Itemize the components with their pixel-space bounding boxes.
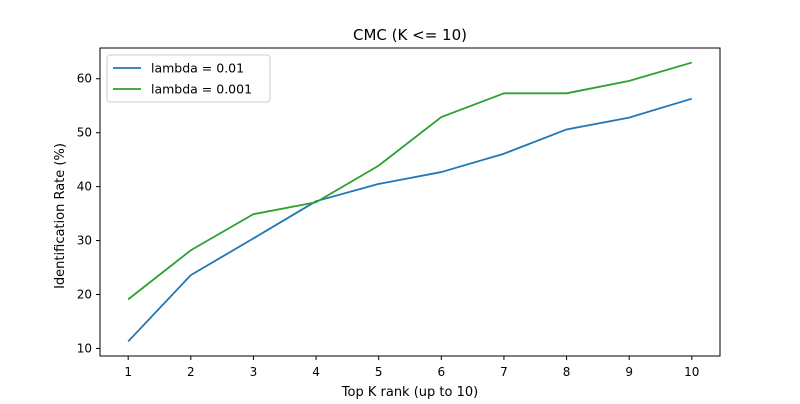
x-tick-label: 3: [250, 365, 258, 379]
x-tick-label: 5: [375, 365, 383, 379]
axes-frame: [99, 47, 721, 357]
x-tick-label: 6: [437, 365, 445, 379]
y-axis-label: Identification Rate (%): [53, 143, 68, 289]
chart-title: CMC (K <= 10): [353, 26, 467, 44]
x-tick-label: 9: [625, 365, 633, 379]
legend-label-2: lambda = 0.001: [151, 82, 252, 97]
x-tick-label: 1: [124, 365, 132, 379]
legend: lambda = 0.01 lambda = 0.001: [106, 54, 271, 103]
series-line-1: [127, 97, 693, 343]
legend-label-1: lambda = 0.01: [151, 61, 244, 76]
x-tick-label: 2: [187, 365, 195, 379]
y-tick-label: 30: [77, 234, 92, 248]
y-tick-label: 60: [77, 72, 92, 86]
plot-area: 1 2 3 4 5 6 7 8 9 10 10 20 30 40 50 60: [77, 47, 721, 379]
series-line-2: [127, 61, 693, 301]
x-tick-label: 4: [312, 365, 320, 379]
y-tick-label: 50: [77, 126, 92, 140]
y-tick-label: 20: [77, 288, 92, 302]
x-tick-label: 10: [684, 365, 699, 379]
x-tick-label: 7: [500, 365, 508, 379]
x-axis-label: Top K rank (up to 10): [341, 385, 478, 400]
y-tick-label: 40: [77, 180, 92, 194]
x-tick-label: 8: [563, 365, 571, 379]
legend-box: [106, 54, 271, 103]
y-tick-label: 10: [77, 341, 92, 355]
